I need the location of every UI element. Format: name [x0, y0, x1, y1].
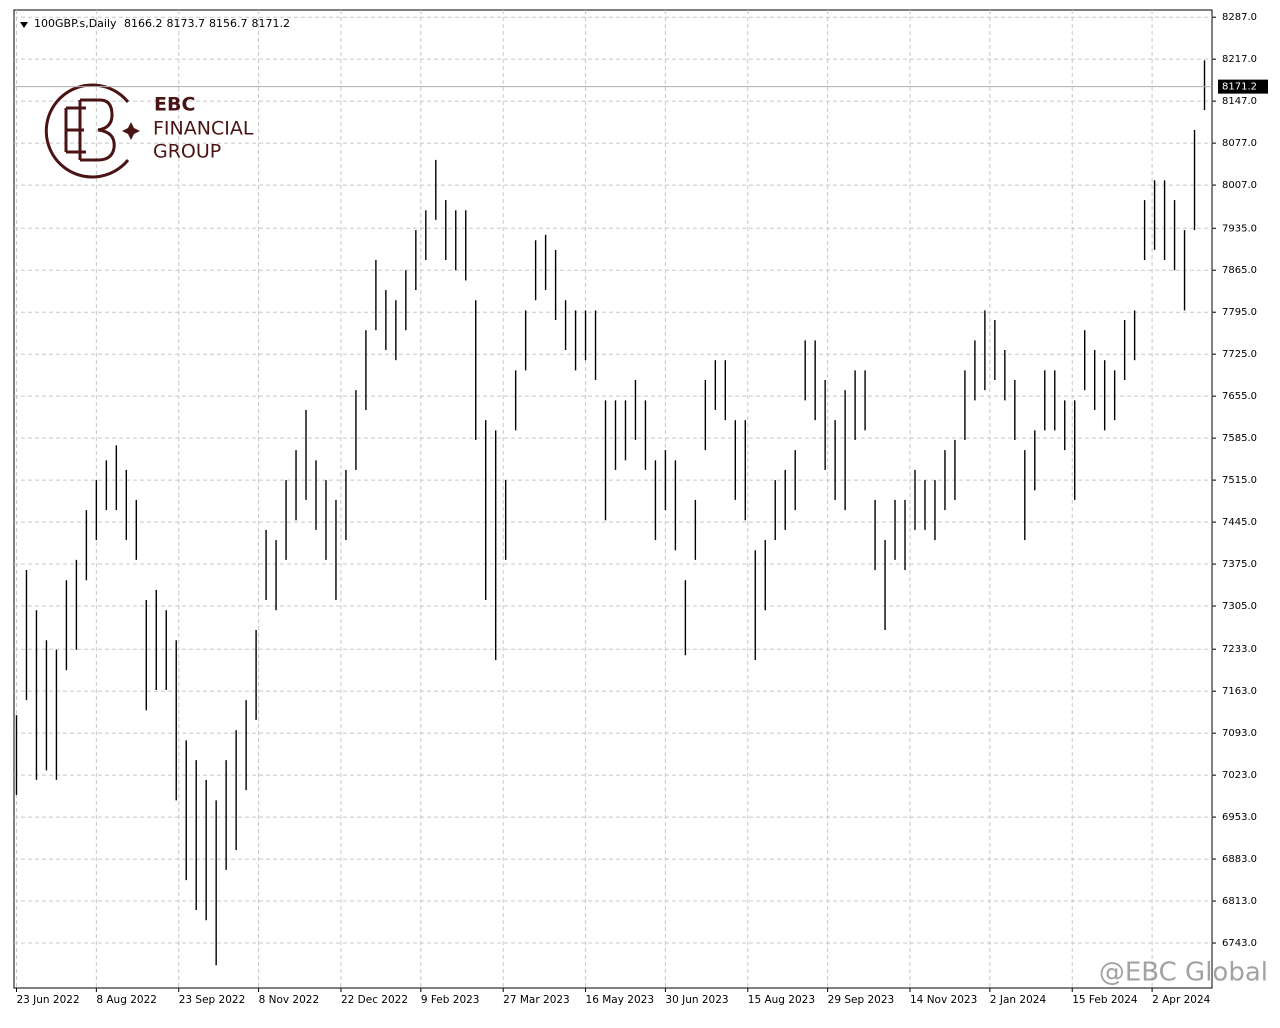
y-tick-label: 7935.0 [1222, 223, 1257, 234]
y-tick-label: 7023.0 [1222, 770, 1257, 781]
y-tick-label: 7233.0 [1222, 644, 1257, 655]
x-tick-label: 22 Dec 2022 [341, 994, 408, 1006]
y-tick-label: 8287.0 [1222, 12, 1257, 23]
x-tick-label: 27 Mar 2023 [503, 994, 570, 1006]
logo-text: EBC [154, 94, 195, 116]
y-tick-label: 7515.0 [1222, 475, 1257, 486]
y-tick-label: 7163.0 [1222, 686, 1257, 697]
header-value: 8156.7 [209, 17, 248, 30]
y-tick-label: 7865.0 [1222, 265, 1257, 276]
dropdown-icon[interactable] [20, 22, 28, 28]
plot-frame [13, 9, 1213, 989]
x-tick-label: 2 Apr 2024 [1152, 994, 1211, 1006]
y-tick-label: 8007.0 [1222, 180, 1257, 191]
header: 100GBP.s,Daily 8166.2 8173.7 8156.7 8171.2 [20, 17, 294, 30]
y-tick-label: 8077.0 [1222, 138, 1257, 149]
x-tick-label: 8 Nov 2022 [259, 994, 320, 1006]
x-tick-label: 8 Aug 2022 [96, 994, 157, 1006]
x-tick-label: 15 Feb 2024 [1072, 994, 1138, 1006]
y-tick-label: 7655.0 [1222, 391, 1257, 402]
y-tick-label: 7585.0 [1222, 433, 1257, 444]
header-value: 8166.2 [124, 17, 163, 30]
grid [14, 10, 1212, 988]
logo-mark [64, 98, 116, 162]
y-tick-label: 7375.0 [1222, 559, 1257, 570]
logo-text: GROUP [153, 141, 221, 163]
x-tick-label: 15 Aug 2023 [748, 994, 815, 1006]
y-tick-label: 7445.0 [1222, 517, 1257, 528]
y-tick-label: 8147.0 [1222, 96, 1257, 107]
logo: EBC FINANCIAL GROUP [44, 83, 254, 179]
logo-text: FINANCIAL [153, 118, 254, 140]
y-tick-label: 6743.0 [1222, 938, 1257, 949]
y-tick-label: 7093.0 [1222, 728, 1257, 739]
x-tick-label: 2 Jan 2024 [990, 994, 1047, 1006]
x-tick-label: 23 Jun 2022 [16, 994, 79, 1006]
logo-star [122, 122, 140, 140]
y-tick-label: 6883.0 [1222, 854, 1257, 865]
header-value: 8171.2 [251, 17, 291, 30]
watermark: @EBC Global [1099, 958, 1268, 988]
last-price-box [1218, 79, 1268, 94]
y-tick-label: 8217.0 [1222, 54, 1257, 65]
y-tick-label: 6953.0 [1222, 812, 1257, 823]
x-tick-label: 29 Sep 2023 [828, 994, 895, 1006]
x-tick-label: 14 Nov 2023 [910, 994, 977, 1006]
bars [15, 60, 1206, 966]
last-price-label: 8171.2 [1222, 82, 1257, 93]
logo-ring [44, 83, 130, 179]
y-tick-label: 7795.0 [1222, 307, 1257, 318]
x-tick-label: 30 Jun 2023 [665, 994, 728, 1006]
y-tick-label: 7305.0 [1222, 601, 1257, 612]
symbol: 100GBP.s,Daily [34, 17, 117, 30]
header-value: 8173.7 [166, 17, 206, 30]
y-tick-label: 7725.0 [1222, 349, 1257, 360]
x-tick-label: 23 Sep 2022 [179, 994, 246, 1006]
x-tick-label: 9 Feb 2023 [421, 994, 480, 1006]
x-tick-label: 16 May 2023 [586, 994, 654, 1006]
y-tick-label: 6813.0 [1222, 896, 1257, 907]
